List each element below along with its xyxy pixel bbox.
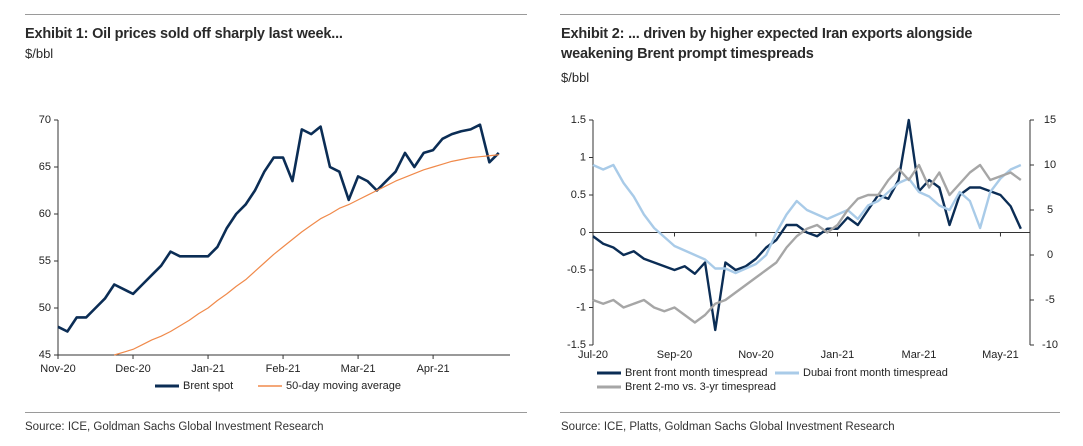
series-line <box>114 154 499 356</box>
x-tick-label: Feb-21 <box>266 363 301 375</box>
x-tick-label: Apr-21 <box>417 363 450 375</box>
y-tick-label: 45 <box>39 349 51 361</box>
x-tick-label: May-21 <box>982 349 1019 361</box>
legend-label: 50-day moving average <box>286 380 401 392</box>
y2-tick-label: -5 <box>1045 294 1055 306</box>
x-tick-label: Nov-20 <box>40 363 75 375</box>
y-tick-label: 0.5 <box>571 189 586 201</box>
y-tick-label: 1 <box>580 151 586 163</box>
x-tick-label: Nov-20 <box>738 349 773 361</box>
x-tick-label: Sep-20 <box>657 349 692 361</box>
y2-tick-label: 10 <box>1044 159 1056 171</box>
x-tick-label: Jul-20 <box>578 349 608 361</box>
legend-label: Brent front month timespread <box>625 367 767 379</box>
x-tick-label: Jan-21 <box>191 363 225 375</box>
series-line <box>592 163 1022 275</box>
x-tick-label: Mar-21 <box>902 349 937 361</box>
y2-tick-label: 0 <box>1047 249 1053 261</box>
series-line <box>592 118 1022 332</box>
chart-subtitle: $/bbl <box>561 70 590 85</box>
y2-tick-label: 5 <box>1047 204 1053 216</box>
source-note: Source: ICE, Goldman Sachs Global Invest… <box>25 421 324 433</box>
chart-title: Exhibit 2: ... driven by higher expected… <box>561 26 973 62</box>
source-note: Source: ICE, Platts, Goldman Sachs Globa… <box>561 421 895 433</box>
y-tick-label: -0.5 <box>567 264 586 276</box>
x-tick-label: Mar-21 <box>341 363 376 375</box>
top-rule <box>560 14 1060 15</box>
y-tick-label: 55 <box>39 255 51 267</box>
y-tick-label: -1.5 <box>567 339 586 351</box>
y-tick-label: -1 <box>576 301 586 313</box>
x-tick-label: Dec-20 <box>115 363 150 375</box>
y-tick-label: 1.5 <box>571 114 586 126</box>
series-line <box>57 123 500 333</box>
y2-tick-label: -10 <box>1042 339 1058 351</box>
legend-label: Brent spot <box>183 380 233 392</box>
y-tick-label: 70 <box>39 114 51 126</box>
legend-label: Dubai front month timespread <box>803 367 948 379</box>
top-rule <box>25 14 527 15</box>
y2-tick-label: 15 <box>1044 114 1056 126</box>
chart-title: Exhibit 1: Oil prices sold off sharply l… <box>25 26 343 42</box>
y-tick-label: 0 <box>580 226 586 238</box>
bottom-rule <box>25 412 527 413</box>
bottom-rule <box>560 412 1060 413</box>
legend-label: Brent 2-mo vs. 3-yr timespread <box>625 381 776 393</box>
y-tick-label: 60 <box>39 208 51 220</box>
chart-subtitle: $/bbl <box>25 46 54 61</box>
series-line <box>592 163 1022 324</box>
x-tick-label: Jan-21 <box>821 349 855 361</box>
y-tick-label: 50 <box>39 302 51 314</box>
y-tick-label: 65 <box>39 161 51 173</box>
